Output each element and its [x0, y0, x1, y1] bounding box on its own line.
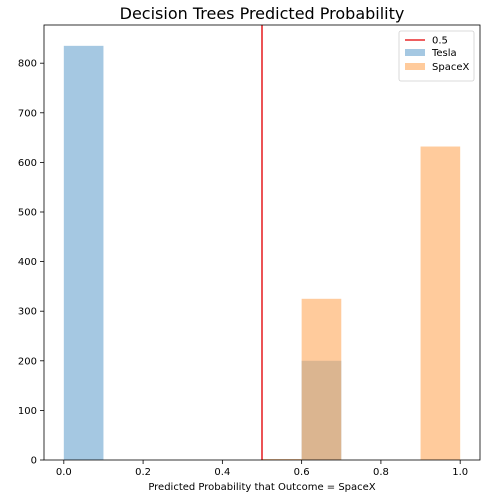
legend-label-spacex: SpaceX: [432, 62, 469, 73]
bar-spacex-0: [262, 459, 302, 460]
bar-spacex-1: [301, 298, 342, 460]
y-tick-label: 100: [18, 406, 37, 417]
y-tick-label: 700: [18, 108, 37, 119]
legend-swatch-tesla: [405, 49, 425, 56]
x-tick-label: 0.8: [373, 467, 389, 478]
chart-title: Decision Trees Predicted Probability: [120, 4, 405, 23]
y-tick-label: 200: [18, 356, 37, 367]
y-tick-label: 800: [18, 59, 37, 70]
x-axis-ticks: 0.0 0.2 0.4 0.6 0.8 1.0: [56, 460, 468, 478]
y-tick-label: 500: [18, 207, 37, 218]
y-tick-label: 400: [18, 257, 37, 268]
x-tick-label: 0.0: [56, 467, 72, 478]
x-tick-label: 1.0: [452, 467, 468, 478]
y-tick-label: 300: [18, 307, 37, 318]
x-tick-label: 0.4: [214, 467, 230, 478]
legend-label-tesla: Tesla: [431, 48, 457, 59]
y-axis-ticks: 0 100 200 300 400 500 600 700 800: [18, 59, 44, 467]
x-tick-label: 0.2: [135, 467, 151, 478]
y-tick-label: 0: [31, 456, 37, 467]
y-tick-label: 600: [18, 158, 37, 169]
plot-frame: [43, 24, 481, 461]
x-tick-label: 0.6: [294, 467, 310, 478]
legend-swatch-spacex: [405, 63, 425, 70]
x-axis-label: Predicted Probability that Outcome = Spa…: [148, 482, 375, 493]
bar-tesla-0: [63, 45, 104, 460]
bars-layer: [63, 45, 461, 461]
legend-label-reference: 0.5: [432, 36, 448, 47]
bar-spacex-2: [420, 146, 461, 461]
